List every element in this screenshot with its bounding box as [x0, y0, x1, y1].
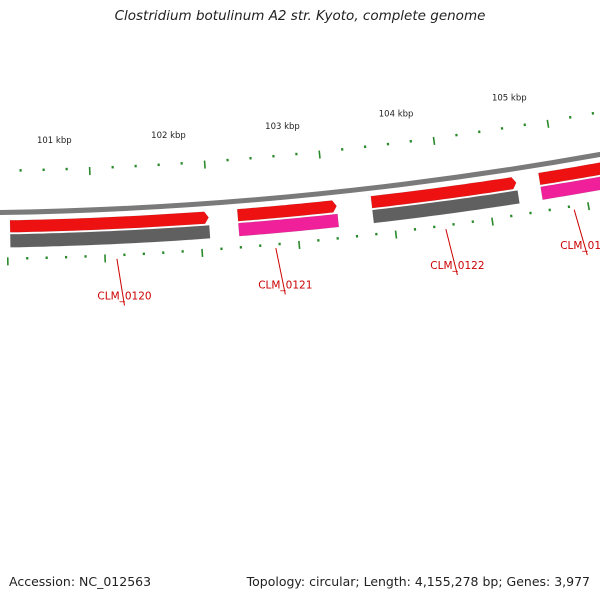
label-connector [445, 229, 458, 276]
gene-label-clm0122: CLM_0122 [430, 260, 484, 272]
major-tick [203, 160, 206, 169]
gene-label-clm0121: CLM_0121 [258, 280, 312, 292]
cds-clm0122 [370, 177, 517, 209]
inner-tick-ring [19, 111, 595, 176]
gene-label-connectors [116, 209, 588, 306]
label-connector [116, 258, 125, 306]
label-connector [275, 248, 286, 295]
major-tick [318, 150, 321, 159]
major-tick [432, 136, 436, 146]
kbp-tick-label: 104 kbp [379, 110, 414, 120]
kbp-tick-label: 103 kbp [265, 122, 300, 132]
kbp-tick-label: 102 kbp [151, 131, 186, 141]
major-tick [394, 230, 398, 239]
kbp-tick-label: 101 kbp [37, 136, 72, 146]
cds-clm0123 [538, 162, 600, 186]
major-tick [491, 217, 494, 226]
cds-clm0120 [9, 211, 209, 233]
cds-clm0121 [236, 200, 337, 222]
map-title: Clostridium botulinum A2 str. Kyoto, com… [114, 8, 486, 24]
gene-labels: metGCLM_0120CLM_0121CLM_0122CLM_0123ksgA… [97, 240, 600, 303]
gene-clm0121 [238, 213, 340, 237]
genome-summary-text: Topology: circular; Length: 4,155,278 bp… [246, 574, 590, 589]
kbp-tick-label: 105 kbp [492, 94, 527, 104]
gene-label-clm0120: CLM_0120 [97, 291, 151, 303]
outer-tick-ring [6, 202, 591, 266]
major-tick [546, 119, 550, 128]
feature-track [0, 151, 600, 248]
backbone-arc [0, 151, 600, 215]
major-tick [201, 248, 204, 257]
major-tick [298, 240, 301, 250]
label-connector [573, 209, 588, 256]
accession-text: Accession: NC_012563 [9, 574, 152, 589]
major-tick [587, 202, 591, 211]
gene-clm0120 [10, 225, 211, 248]
gene-clm0122 [372, 190, 520, 224]
gene-label-clm0123: CLM_0123 [560, 240, 600, 252]
gene-clm0123 [540, 176, 600, 200]
